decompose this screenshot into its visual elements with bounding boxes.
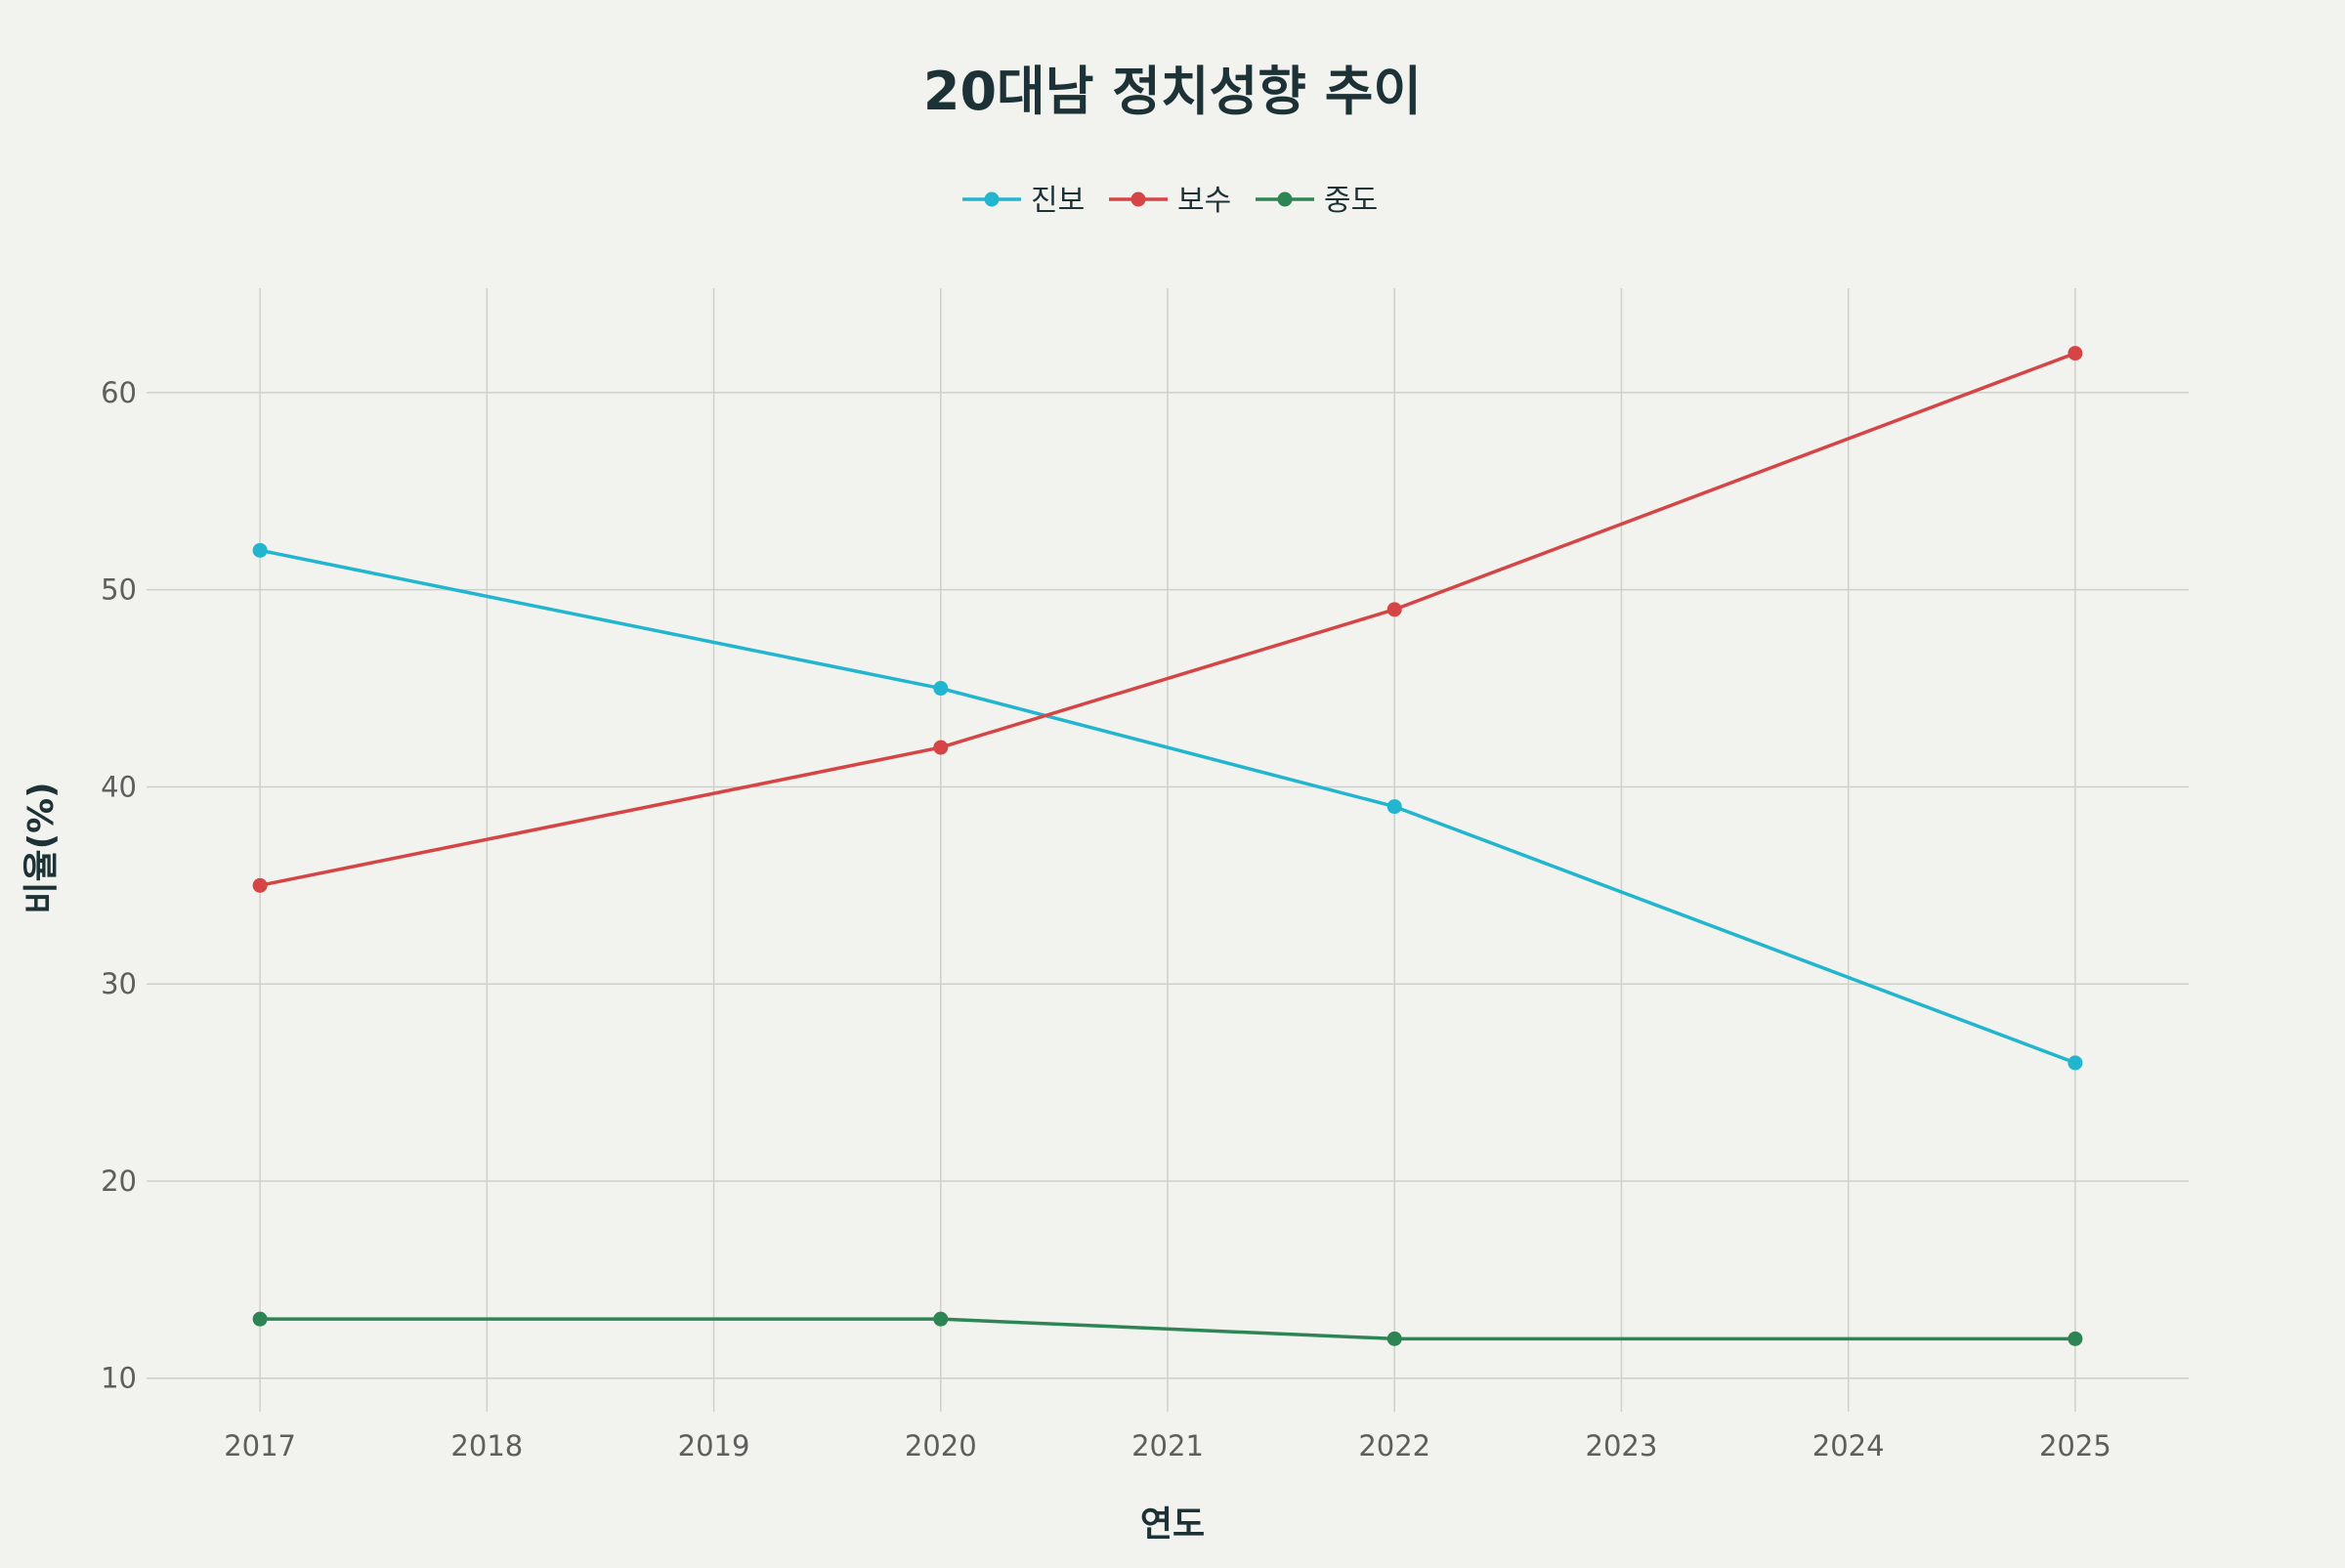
chart-title: 20대남 정치성향 추이 [923, 61, 1422, 122]
series-line [259, 351, 2076, 888]
legend-label: 진보 [1031, 184, 1085, 218]
y-axis-ticks: 10 20 30 40 50 60 [101, 376, 137, 1395]
x-axis-ticks: 2017 2018 2019 2020 2021 2022 2023 2024 2025 [224, 1429, 2111, 1462]
series-보수 [252, 346, 2083, 893]
series-중도 [252, 1311, 2083, 1346]
legend-item: 진보 [962, 184, 1085, 218]
data-point [252, 542, 268, 558]
y-tick-label: 10 [101, 1362, 137, 1395]
series-line [260, 1317, 2075, 1341]
x-tick-label: 2019 [678, 1429, 750, 1462]
series-layer [252, 346, 2083, 1346]
x-tick-label: 2023 [1586, 1429, 1658, 1462]
legend-item: 중도 [1256, 184, 1378, 218]
x-tick-label: 2017 [224, 1429, 296, 1462]
y-tick-label: 20 [101, 1165, 137, 1198]
x-tick-label: 2024 [1812, 1429, 1885, 1462]
data-point [933, 740, 949, 755]
y-tick-label: 50 [101, 573, 137, 607]
x-tick-label: 2022 [1358, 1429, 1430, 1462]
x-tick-label: 2021 [1131, 1429, 1204, 1462]
data-point [252, 877, 268, 893]
grid-lines [147, 288, 2189, 1412]
data-point [2068, 1055, 2083, 1071]
data-point [1386, 799, 1402, 815]
data-point [252, 1311, 268, 1327]
y-tick-label: 40 [101, 770, 137, 803]
y-tick-label: 60 [101, 376, 137, 409]
legend-label: 보수 [1177, 184, 1231, 218]
legend-swatch-marker [984, 191, 1000, 207]
data-point [2068, 346, 2083, 361]
series-진보 [252, 542, 2083, 1071]
x-tick-label: 2018 [450, 1429, 523, 1462]
legend-swatch-marker [1277, 191, 1293, 207]
y-axis-title: 비율(%) [21, 782, 62, 913]
legend-item: 보수 [1109, 184, 1231, 218]
data-point [2068, 1331, 2083, 1346]
y-tick-label: 30 [101, 967, 137, 1000]
x-tick-label: 2025 [2039, 1429, 2111, 1462]
series-line [259, 548, 2076, 1065]
x-axis-title: 연도 [1140, 1504, 1205, 1545]
legend-label: 중도 [1324, 184, 1378, 218]
x-tick-label: 2020 [905, 1429, 977, 1462]
chart-legend: 진보 보수 중도 [962, 184, 1378, 218]
data-point [1386, 602, 1402, 617]
data-point [933, 1311, 949, 1327]
data-point [1386, 1331, 1402, 1346]
data-point [933, 681, 949, 697]
legend-swatch-marker [1130, 191, 1146, 207]
